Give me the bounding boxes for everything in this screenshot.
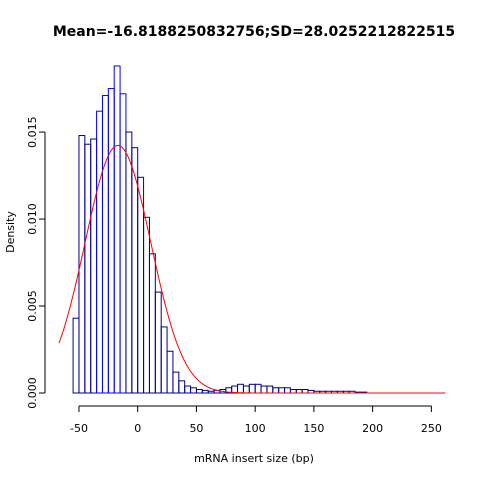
x-tick-label: 0	[134, 422, 141, 435]
histogram-bar	[260, 385, 268, 394]
x-tick-label: 250	[421, 422, 442, 435]
histogram-bar	[113, 65, 121, 394]
y-tick-label: 0.005	[26, 290, 39, 322]
histogram-bar	[295, 389, 303, 394]
histogram-bar	[143, 216, 150, 394]
histogram-bar	[166, 350, 174, 394]
histogram-bar	[301, 389, 309, 394]
histogram-bar	[278, 387, 286, 394]
histogram-bar	[184, 385, 192, 394]
x-tick-label: 200	[362, 422, 383, 435]
x-tick-label: 50	[189, 422, 203, 435]
x-tick-label: 150	[303, 422, 324, 435]
histogram-bar	[148, 253, 156, 394]
histogram-bar	[195, 389, 203, 394]
histogram-bar	[101, 95, 109, 394]
y-tick-label: 0.000	[26, 377, 39, 409]
histogram-bar	[160, 326, 168, 394]
x-axis: -50 0 50 100 150 200 250	[70, 405, 442, 435]
histogram-bar	[84, 143, 92, 394]
histogram-bar	[254, 383, 262, 394]
histogram-bar	[201, 389, 209, 394]
x-tick-label: 100	[245, 422, 266, 435]
histogram-bar	[154, 291, 162, 394]
histogram-bar	[266, 385, 274, 394]
histogram-bar	[90, 138, 98, 394]
histogram-bar	[72, 317, 80, 394]
normal-density-curve	[58, 144, 446, 394]
histogram-bar	[284, 387, 291, 394]
histogram-bar	[125, 131, 133, 394]
chart-title: Mean=-16.8188250832756;SD=28.02522128225…	[53, 24, 455, 40]
histogram-bar	[178, 380, 186, 394]
y-tick-label: 0.010	[26, 203, 39, 235]
histogram-bar	[119, 93, 127, 394]
histogram-bar	[137, 176, 145, 394]
histogram-bars	[72, 65, 368, 394]
x-axis-label: mRNA insert size (bp)	[194, 452, 314, 465]
histogram-bar	[237, 383, 244, 394]
y-axis-label: Density	[4, 211, 17, 253]
histogram-bar	[107, 88, 115, 394]
histogram-bar	[207, 390, 215, 394]
histogram-bar	[289, 389, 297, 394]
histogram-bar	[172, 371, 180, 394]
x-tick-label: -50	[70, 422, 88, 435]
histogram-bar	[190, 387, 197, 394]
histogram-bar	[242, 385, 250, 394]
histogram-bar	[248, 383, 256, 394]
y-axis: 0.000 0.005 0.010 0.015	[26, 116, 46, 409]
histogram-bar	[96, 110, 103, 394]
y-tick-label: 0.015	[26, 116, 39, 148]
histogram-bar	[272, 387, 280, 394]
